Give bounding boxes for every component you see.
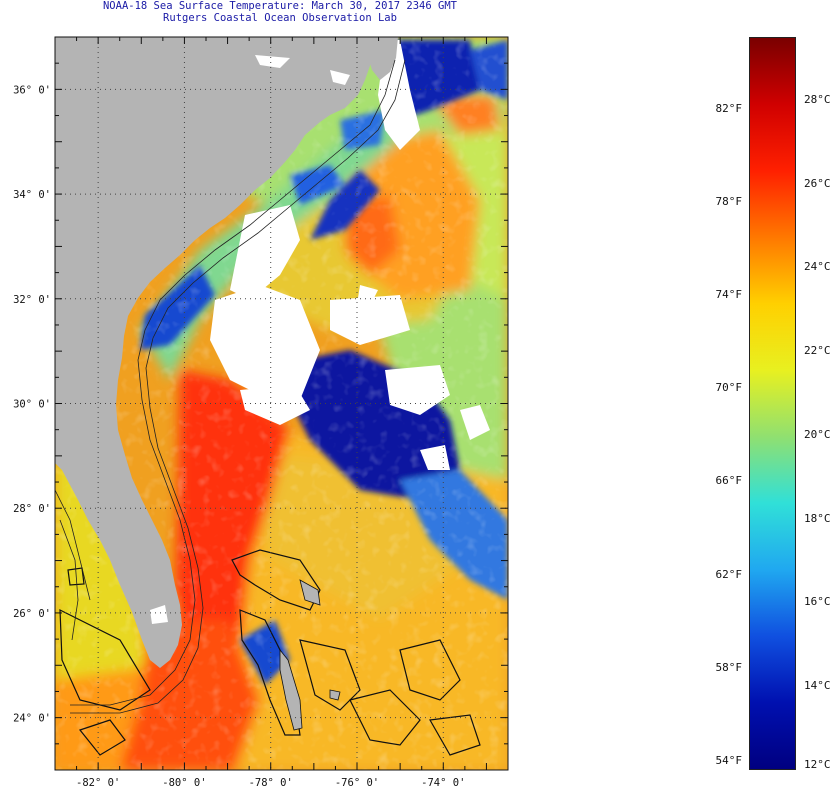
land-outer-banks — [362, 37, 398, 80]
fahrenheit-label: 78°F — [715, 195, 743, 209]
fahrenheit-label: 82°F — [715, 102, 743, 116]
bahamas-land — [279, 579, 341, 731]
map-title: NOAA-18 Sea Surface Temperature: March 3… — [102, 0, 457, 12]
fahrenheit-label: 62°F — [715, 567, 743, 581]
lat-lon-grid — [55, 37, 508, 770]
fahrenheit-label: 66°F — [715, 474, 743, 488]
lat-label: 30° 0' — [13, 399, 51, 411]
fahrenheit-label: 70°F — [715, 381, 743, 395]
lat-label: 34° 0' — [13, 189, 51, 201]
celsius-label: 22°C — [804, 344, 831, 358]
celsius-label: 26°C — [804, 176, 831, 190]
lon-label: -76° 0' — [335, 777, 379, 789]
lon-label: -82° 0' — [76, 777, 120, 789]
celsius-label: 12°C — [804, 758, 831, 771]
lat-label: 28° 0' — [13, 503, 51, 515]
lon-label: -80° 0' — [162, 777, 206, 789]
celsius-label: 24°C — [804, 260, 831, 274]
temperature-colorbar — [749, 37, 796, 770]
lat-label: 26° 0' — [13, 608, 51, 620]
lat-label: 36° 0' — [13, 84, 51, 96]
inland-lakes — [150, 55, 350, 624]
lat-label: 24° 0' — [13, 713, 51, 725]
land-mass — [55, 37, 375, 668]
fahrenheit-label: 54°F — [715, 753, 743, 767]
celsius-label: 28°C — [804, 92, 831, 106]
celsius-label: 16°C — [804, 595, 831, 609]
fahrenheit-label: 74°F — [715, 288, 743, 302]
cloud-cover — [98, 40, 490, 470]
lat-label: 32° 0' — [13, 294, 51, 306]
celsius-label: 18°C — [804, 511, 831, 525]
bathymetry-contours — [55, 59, 406, 714]
lon-label: -74° 0' — [421, 777, 465, 789]
celsius-label: 14°C — [804, 679, 831, 693]
celsius-label: 20°C — [804, 427, 831, 441]
map-subtitle: Rutgers Coastal Ocean Observation Lab — [163, 12, 397, 24]
lon-label: -78° 0' — [249, 777, 293, 789]
bahamas-islands — [59, 549, 481, 756]
fahrenheit-label: 58°F — [715, 660, 743, 674]
